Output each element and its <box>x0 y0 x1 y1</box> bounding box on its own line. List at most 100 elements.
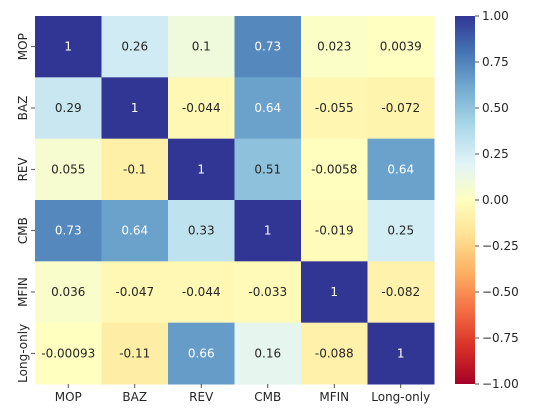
heatmap-cell <box>35 77 102 140</box>
heatmap-cell-label: 0.64 <box>387 162 414 176</box>
heatmap-cell-label: 1 <box>330 285 338 299</box>
heatmap-cell-label: -0.033 <box>248 285 287 299</box>
y-tick-label: MFIN <box>16 277 30 307</box>
heatmap-cell <box>168 77 235 140</box>
heatmap-cells <box>35 16 435 385</box>
heatmap-cell <box>367 261 435 324</box>
heatmap-cell-label: 0.036 <box>51 285 85 299</box>
colorbar: 1.00 0.75 0.50 0.25 0.00 −0.25 −0.50 −0.75 −1.00 <box>455 9 519 391</box>
heatmap-cell <box>367 16 435 78</box>
x-axis-ticks: MOP BAZ REV CMB MFIN Long-only <box>55 384 430 404</box>
colorbar-gradient <box>455 16 475 384</box>
heatmap-cell-label: -0.088 <box>315 346 354 360</box>
heatmap-cell-label: -0.00093 <box>41 346 95 360</box>
heatmap-cell <box>168 16 235 78</box>
heatmap-cell <box>35 200 102 262</box>
x-tick-label: MFIN <box>319 390 349 404</box>
heatmap-cell <box>367 138 435 201</box>
heatmap-cell-label: 0.1 <box>192 40 211 54</box>
heatmap-cell <box>101 138 169 201</box>
heatmap-cell <box>234 200 302 262</box>
heatmap-cell <box>35 322 102 385</box>
heatmap-cell-label: 1 <box>131 101 139 115</box>
x-tick-label: REV <box>189 390 214 404</box>
heatmap-cell <box>234 322 302 385</box>
heatmap-cell-label: 0.73 <box>254 40 281 54</box>
y-tick-label: CMB <box>16 217 30 244</box>
heatmap-cell <box>168 200 235 262</box>
heatmap-cell <box>101 77 169 140</box>
heatmap-cell <box>101 261 169 324</box>
colorbar-tick-label: 0.50 <box>482 101 509 115</box>
heatmap-cell <box>301 16 368 78</box>
heatmap-cell <box>101 16 169 78</box>
heatmap-cell <box>234 261 302 324</box>
x-tick-label: Long-only <box>371 390 430 404</box>
heatmap-cell <box>168 322 235 385</box>
heatmap-cell-label: 0.023 <box>317 40 351 54</box>
heatmap-cell-label: 1 <box>197 162 205 176</box>
y-tick-label: BAZ <box>16 96 30 121</box>
heatmap-cell <box>301 77 368 140</box>
heatmap-cell-label: 0.29 <box>55 101 82 115</box>
x-tick-label: MOP <box>55 390 82 404</box>
heatmap-cell <box>234 77 302 140</box>
heatmap-cell-label: 0.64 <box>254 101 281 115</box>
heatmap-cell-label: 0.51 <box>254 162 281 176</box>
heatmap-cell-label: 0.73 <box>55 224 82 238</box>
colorbar-tick-label: −1.00 <box>482 377 519 391</box>
x-tick-label: CMB <box>254 390 281 404</box>
heatmap-cell-label: 1 <box>64 40 72 54</box>
heatmap-cell <box>301 138 368 201</box>
heatmap-cell-label: -0.047 <box>115 285 154 299</box>
heatmap-cell <box>35 138 102 201</box>
heatmap-cell <box>101 200 169 262</box>
heatmap-cell <box>35 16 102 78</box>
heatmap-cell-label: 1 <box>264 224 272 238</box>
heatmap-cell <box>168 261 235 324</box>
heatmap-cell-label: 0.33 <box>188 224 215 238</box>
heatmap-cell-label: 0.055 <box>51 162 85 176</box>
heatmap-cell-label: 0.16 <box>254 346 281 360</box>
heatmap-cell-label: 0.25 <box>387 224 414 238</box>
heatmap-cell-label: 1 <box>397 346 405 360</box>
heatmap-cell <box>35 261 102 324</box>
heatmap-cell <box>367 322 435 385</box>
colorbar-tick-label: −0.75 <box>482 331 519 345</box>
heatmap-cell <box>301 200 368 262</box>
heatmap-cell <box>168 138 235 201</box>
y-tick-label: Long-only <box>16 324 30 383</box>
y-axis-ticks: MOP BAZ REV CMB MFIN Long-only <box>16 33 35 383</box>
colorbar-tick-label: −0.25 <box>482 239 519 253</box>
heatmap-cell <box>367 77 435 140</box>
heatmap-cell-label: -0.082 <box>381 285 420 299</box>
heatmap-cell-label: -0.11 <box>119 346 150 360</box>
heatmap-cell-label: 0.64 <box>121 224 148 238</box>
colorbar-tick-label: −0.50 <box>482 285 519 299</box>
heatmap-cell-label: 0.66 <box>188 346 215 360</box>
heatmap-cell-label: -0.044 <box>182 285 221 299</box>
heatmap-cell <box>234 16 302 78</box>
heatmap-cell-label: -0.0058 <box>311 162 357 176</box>
colorbar-tick-label: 0.00 <box>482 193 509 207</box>
x-tick-label: BAZ <box>122 390 147 404</box>
heatmap-cell-label: 0.26 <box>121 40 148 54</box>
y-tick-label: REV <box>16 156 30 181</box>
heatmap-cell <box>234 138 302 201</box>
colorbar-tick-label: 1.00 <box>482 9 509 23</box>
heatmap-cell <box>367 200 435 262</box>
y-tick-label: MOP <box>16 33 30 60</box>
heatmap-cell-label: -0.044 <box>182 101 221 115</box>
heatmap-cell-label: -0.019 <box>315 224 354 238</box>
colorbar-tick-label: 0.25 <box>482 147 509 161</box>
heatmap-cell <box>301 322 368 385</box>
heatmap-cell-label: -0.1 <box>123 162 146 176</box>
colorbar-tick-label: 0.75 <box>482 55 509 69</box>
heatmap-cell <box>301 261 368 324</box>
heatmap-cell-label: 0.0039 <box>380 40 422 54</box>
heatmap-annotations: 1 0.26 0.1 0.73 0.023 0.0039 0.29 1 -0.044 0.64 -0… <box>41 40 421 361</box>
heatmap-cell <box>101 322 169 385</box>
heatmap-cell-label: -0.055 <box>315 101 354 115</box>
heatmap-cell-label: -0.072 <box>381 101 420 115</box>
